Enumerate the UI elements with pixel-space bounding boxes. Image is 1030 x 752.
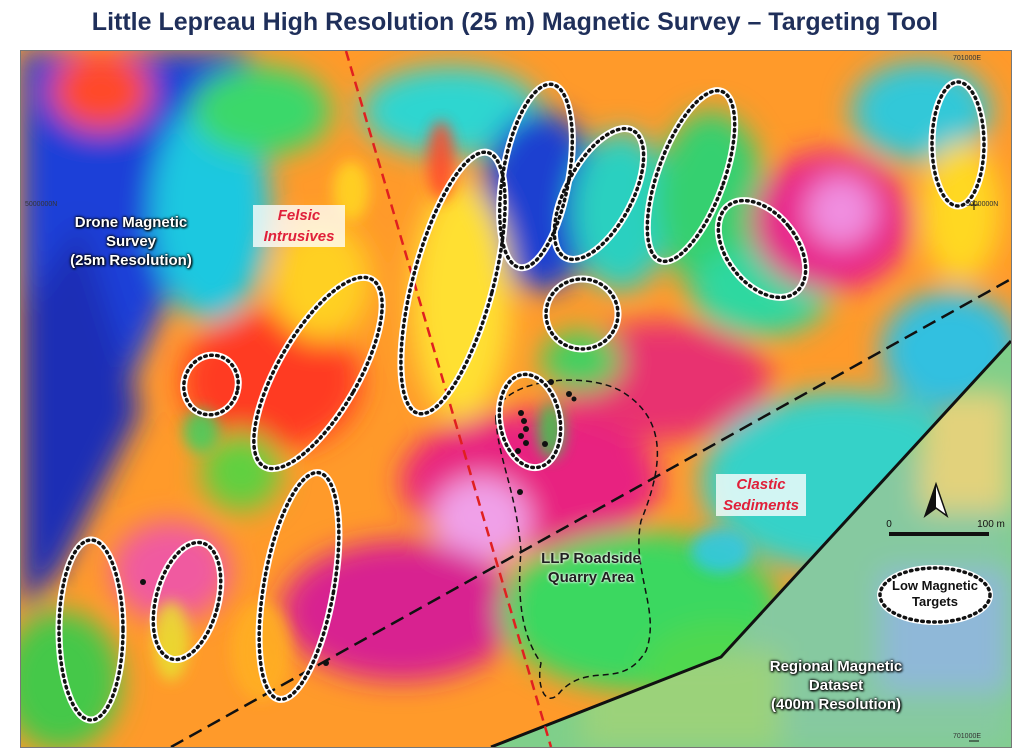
coord-label: 5000000N bbox=[25, 201, 58, 208]
label-line: Regional Magnetic bbox=[769, 658, 903, 675]
grid-ticks bbox=[969, 200, 979, 742]
label-line: (25m Resolution) bbox=[70, 252, 192, 269]
coord-label: 701000E bbox=[953, 55, 982, 62]
label-line: Survey bbox=[105, 233, 157, 250]
label-line: Drone Magnetic bbox=[74, 214, 188, 231]
label-line: Low Magnetic bbox=[892, 578, 978, 593]
magnetic-map: Drone Magnetic Survey (25m Resolution) F… bbox=[20, 50, 1013, 749]
label-line: (400m Resolution) bbox=[770, 696, 902, 713]
fault-line bbox=[344, 50, 553, 748]
coord-label: 5000000N bbox=[966, 201, 999, 208]
scale-end-label: 100 m bbox=[977, 519, 1005, 530]
label-line: Clastic bbox=[716, 474, 806, 495]
sample-points bbox=[140, 379, 577, 666]
quarry-outline bbox=[495, 379, 659, 699]
label-line: Felsic bbox=[253, 205, 345, 226]
legend-label: Low Magnetic Targets bbox=[880, 578, 990, 610]
north-arrow-icon bbox=[923, 481, 949, 519]
legend-target-symbol bbox=[877, 565, 993, 625]
regional-dataset-label: Regional Magnetic Dataset (400m Resoluti… bbox=[751, 657, 921, 714]
page-title: Little Lepreau High Resolution (25 m) Ma… bbox=[91, 8, 939, 36]
label-line: Sediments bbox=[716, 495, 806, 516]
felsic-intrusives-label: Felsic Intrusives bbox=[253, 205, 345, 247]
label-line: Intrusives bbox=[253, 226, 345, 247]
label-line: Quarry Area bbox=[547, 569, 635, 586]
drone-survey-label: Drone Magnetic Survey (25m Resolution) bbox=[61, 213, 201, 270]
coord-label: 701000E bbox=[953, 733, 982, 740]
quarry-area-label: LLP Roadside Quarry Area bbox=[521, 549, 661, 587]
label-line: LLP Roadside bbox=[541, 550, 641, 567]
map-canvas bbox=[21, 50, 1013, 749]
label-line: Dataset bbox=[808, 677, 864, 694]
clastic-sediments-label: Clastic Sediments bbox=[716, 474, 806, 516]
survey-boundary-line bbox=[490, 339, 1013, 749]
label-line: Targets bbox=[912, 594, 958, 609]
scale-start-label: 0 bbox=[886, 519, 892, 530]
